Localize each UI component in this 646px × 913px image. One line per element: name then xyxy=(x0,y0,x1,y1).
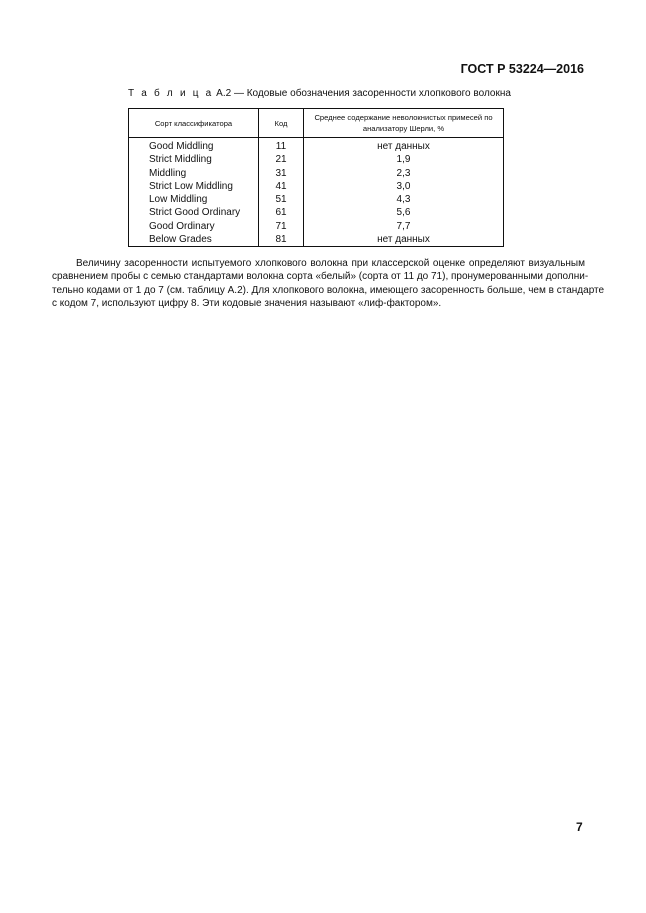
cell-code: 31 xyxy=(258,166,304,180)
col-header-grade: Сорт классификатора xyxy=(128,108,259,138)
cell-value: 7,7 xyxy=(303,219,504,234)
cell-code: 51 xyxy=(258,193,304,207)
paragraph-line: тельно кодами от 1 до 7 (см. таблицу А.2… xyxy=(52,284,605,296)
cell-code: 41 xyxy=(258,179,304,194)
cell-value: 1,9 xyxy=(303,153,504,167)
page-number: 7 xyxy=(576,820,583,834)
cell-grade: Good Ordinary xyxy=(128,219,259,234)
cell-grade: Middling xyxy=(128,166,259,180)
cell-value: нет данных xyxy=(303,137,504,154)
cell-code: 21 xyxy=(258,153,304,167)
cell-value: нет данных xyxy=(303,233,504,248)
cell-code: 61 xyxy=(258,206,304,220)
table-caption-prefix: Т а б л и ц а xyxy=(128,88,214,99)
cell-grade: Below Grades xyxy=(128,233,259,248)
table-row: Strict Middling 21 1,9 xyxy=(128,153,504,167)
table-caption: Т а б л и ц а А.2 — Кодовые обозначения … xyxy=(128,88,511,99)
cell-code: 81 xyxy=(258,233,304,248)
cell-value: 5,6 xyxy=(303,206,504,220)
body-paragraph: Величину засоренности испытуемого хлопко… xyxy=(52,257,605,311)
paragraph-line: сравнением пробы с семью стандартами вол… xyxy=(52,271,589,283)
cell-grade: Strict Middling xyxy=(128,153,259,167)
table-row: Middling 31 2,3 xyxy=(128,166,504,180)
paragraph-line: Величину засоренности испытуемого хлопко… xyxy=(76,258,585,269)
table-row: Good Middling 11 нет данных xyxy=(128,137,504,154)
cell-value: 2,3 xyxy=(303,166,504,180)
cell-value: 4,3 xyxy=(303,193,504,207)
table-caption-title: А.2 — Кодовые обозначения засоренности х… xyxy=(213,88,511,99)
table-row: Strict Low Middling 41 3,0 xyxy=(128,179,504,194)
cell-grade: Good Middling xyxy=(128,137,259,154)
document-id: ГОСТ Р 53224—2016 xyxy=(460,62,584,76)
cell-grade: Strict Low Middling xyxy=(128,179,259,194)
table-row: Low Middling 51 4,3 xyxy=(128,193,504,207)
cell-code: 11 xyxy=(258,137,304,154)
table-header-row: Сорт классификатора Код Среднее содержан… xyxy=(128,108,504,138)
cell-grade: Low Middling xyxy=(128,193,259,207)
grade-code-table: Сорт классификатора Код Среднее содержан… xyxy=(128,108,504,248)
col-header-trash-content: Среднее содержание неволокнистых примесе… xyxy=(303,108,504,138)
col-header-code: Код xyxy=(258,108,304,138)
table-row: Strict Good Ordinary 61 5,6 xyxy=(128,206,504,220)
table-row: Below Grades 81 нет данных xyxy=(128,233,504,248)
cell-grade: Strict Good Ordinary xyxy=(128,206,259,220)
table-row: Good Ordinary 71 7,7 xyxy=(128,219,504,234)
paragraph-line: с кодом 7, используют цифру 8. Эти кодов… xyxy=(52,298,442,310)
cell-value: 3,0 xyxy=(303,179,504,194)
cell-code: 71 xyxy=(258,219,304,234)
